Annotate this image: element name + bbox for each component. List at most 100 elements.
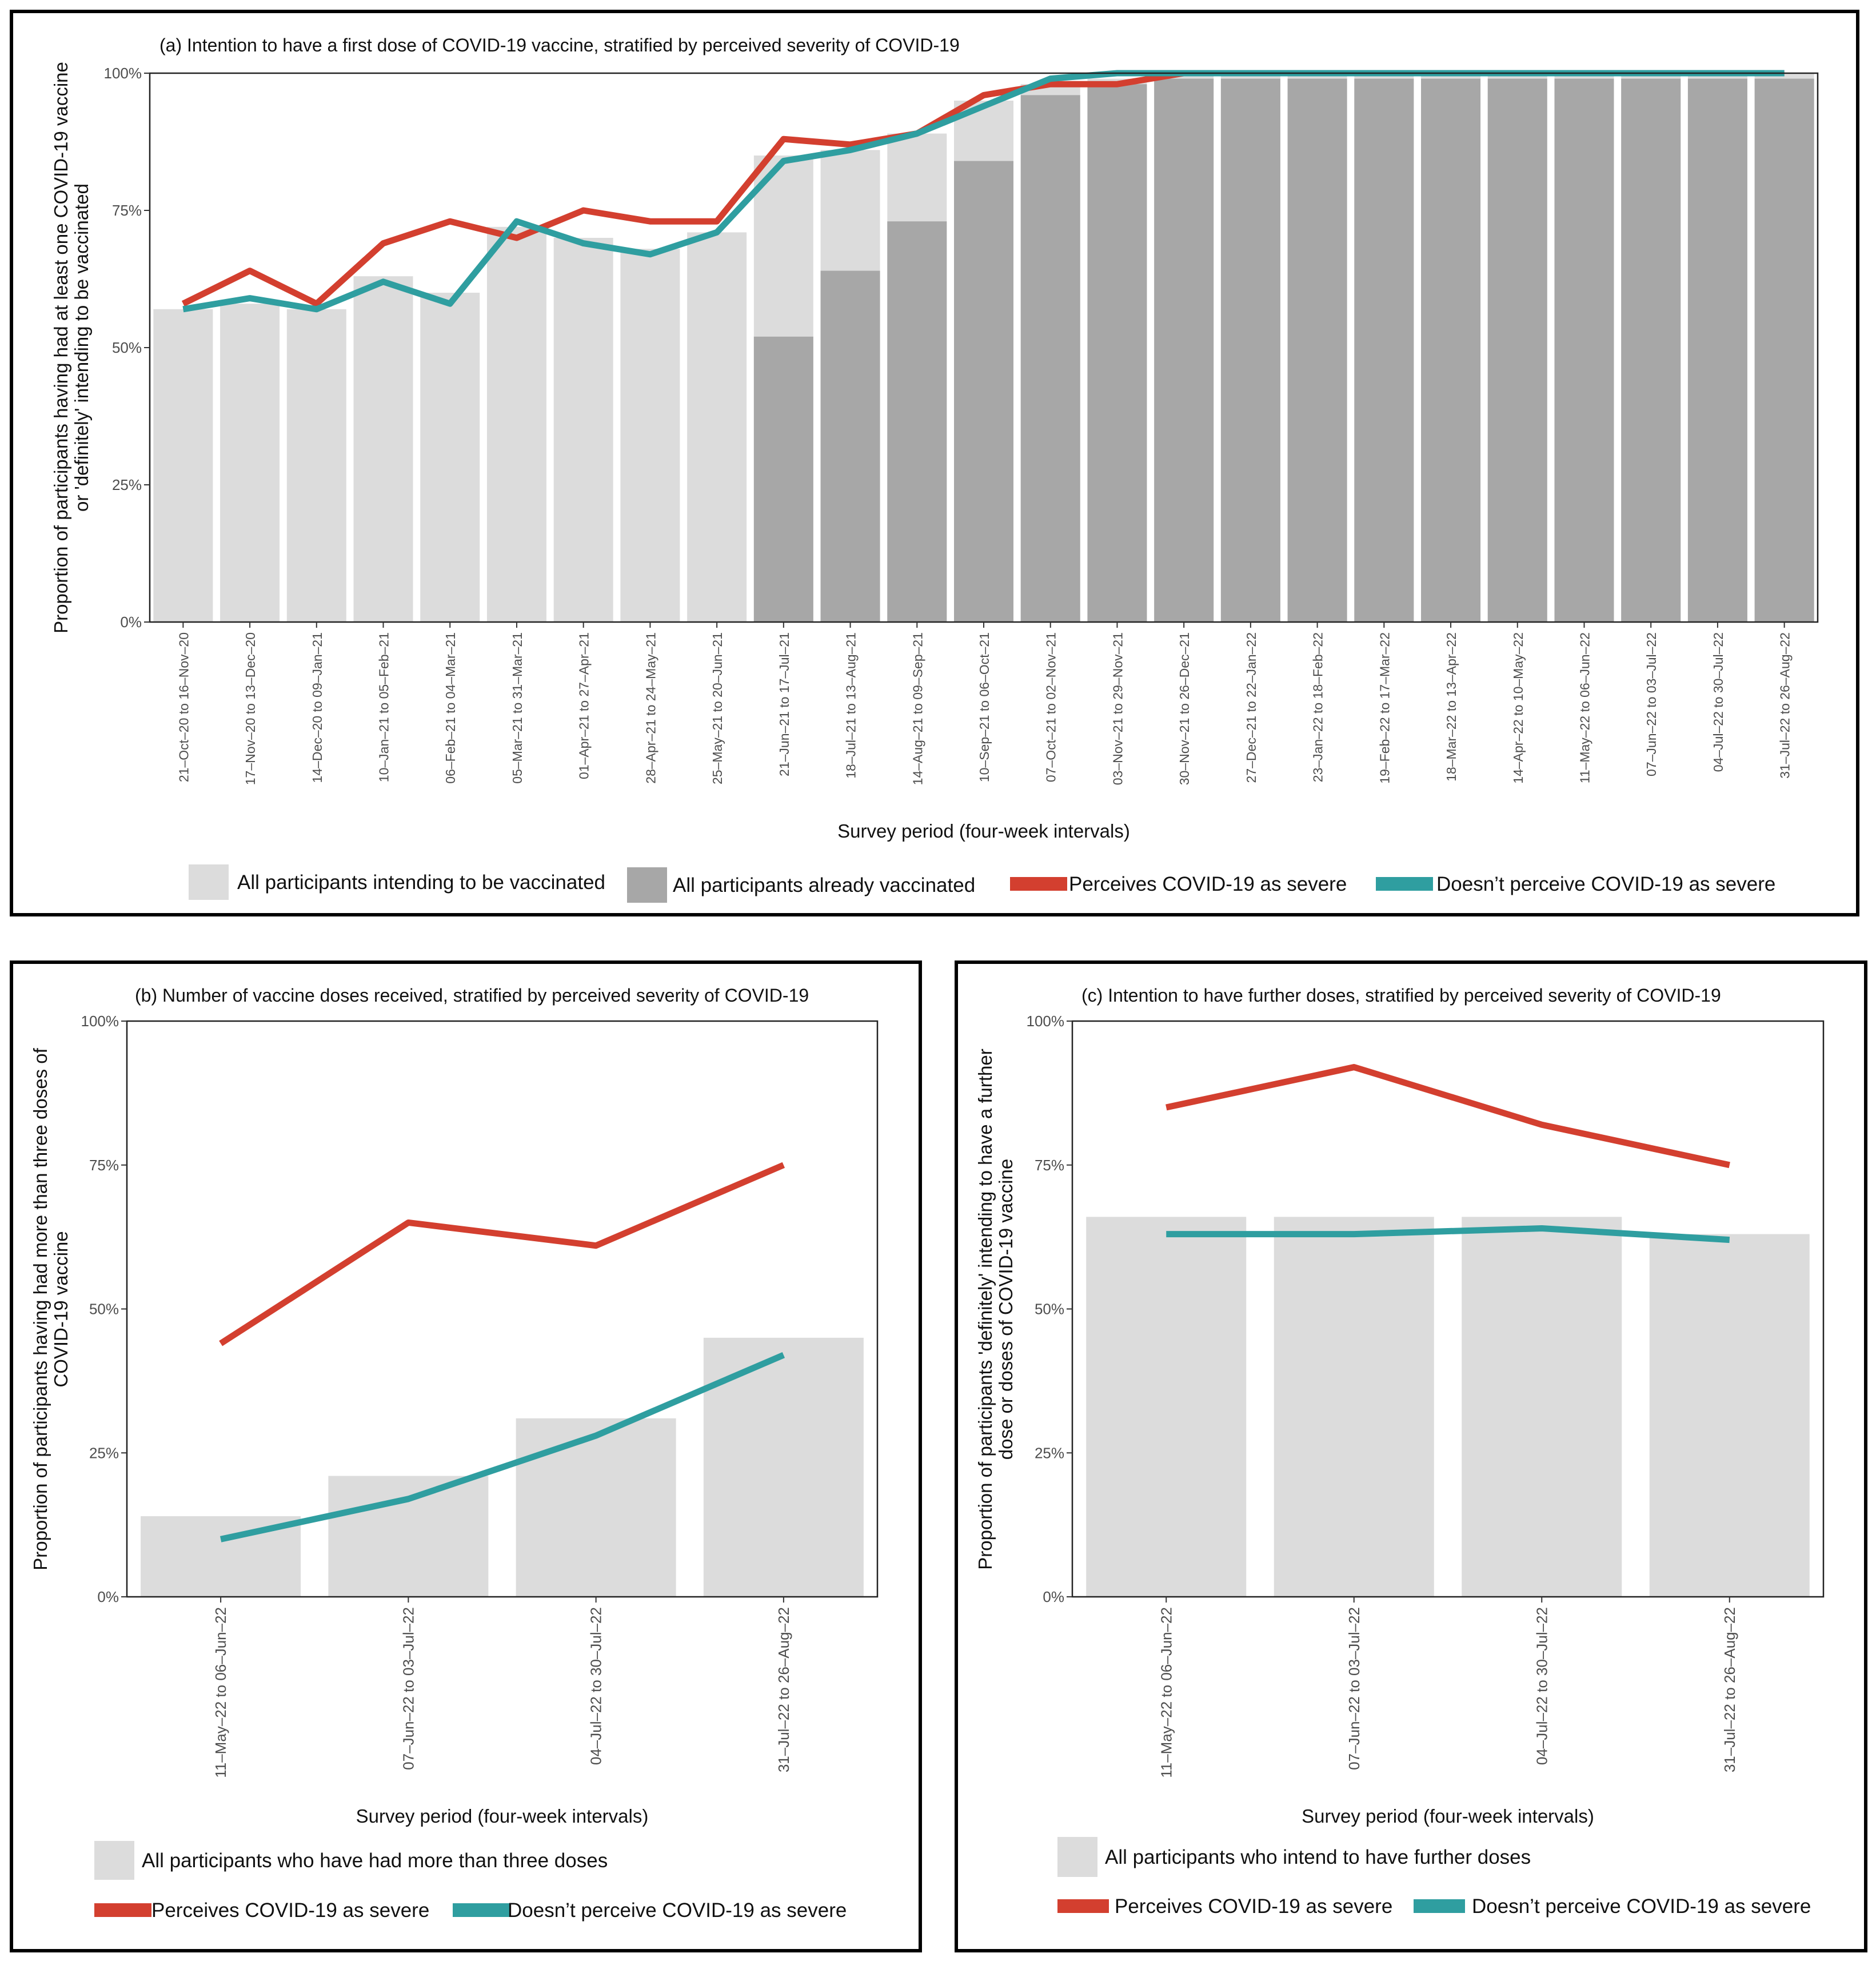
bar-secondary-10 <box>753 336 813 622</box>
legend-label: All participants who intend to have furt… <box>1105 1846 1531 1868</box>
y-tick-label: 0% <box>120 613 142 631</box>
x-tick-label: 17–Nov–20 to 13–Dec–20 <box>243 632 258 785</box>
x-tick-label: 28–Apr–21 to 24–May–21 <box>643 632 658 784</box>
legend-label: Doesn’t perceive COVID-19 as severe <box>508 1899 847 1922</box>
x-tick-label: 31–Jul–22 to 26–Aug–22 <box>775 1607 792 1772</box>
y-axis-title-line: Proportion of participants 'definitely' … <box>975 1049 996 1569</box>
panel-b: (b) Number of vaccine doses received, st… <box>10 960 922 1952</box>
y-tick-label: 0% <box>97 1588 119 1605</box>
legend-label: Doesn’t perceive COVID-19 as severe <box>1436 873 1775 895</box>
chart-title: (a) Intention to have a first dose of CO… <box>159 35 960 55</box>
bar-secondary-13 <box>954 161 1013 623</box>
panel-a: (a) Intention to have a first dose of CO… <box>10 10 1859 916</box>
bar-secondary-23 <box>1621 78 1681 623</box>
bar-primary-2 <box>220 304 280 622</box>
y-tick-label: 50% <box>1035 1301 1064 1318</box>
x-tick-label: 11–May–22 to 06–Jun–22 <box>1577 632 1592 783</box>
bar-primary-9 <box>687 232 747 622</box>
severe-series-line <box>219 1162 785 1346</box>
panel-frame <box>10 960 922 1952</box>
bar-primary-7 <box>553 238 613 622</box>
bar-secondary-18 <box>1287 78 1347 623</box>
y-axis-title-line: Proportion of participants having had at… <box>50 62 71 633</box>
y-axis-title-line: COVID-19 vaccine <box>50 1231 71 1387</box>
legend-swatch-line <box>1414 1899 1465 1913</box>
legend-label: Perceives COVID-19 as severe <box>1069 873 1347 895</box>
chart-title: (c) Intention to have further doses, str… <box>1081 985 1721 1006</box>
y-tick-label: 100% <box>81 1013 119 1030</box>
y-tick-label: 50% <box>89 1301 119 1318</box>
y-axis-title: Proportion of participants 'definitely' … <box>975 1049 1016 1569</box>
bar-secondary-22 <box>1554 78 1614 623</box>
y-tick-label: 100% <box>1027 1013 1065 1030</box>
x-tick-label: 07–Jun–22 to 03–Jul–22 <box>400 1607 417 1770</box>
bar-primary-4 <box>1649 1234 1810 1597</box>
bar-secondary-12 <box>887 221 947 622</box>
bar-primary-5 <box>420 293 480 622</box>
not-severe-series-line <box>1166 1225 1730 1243</box>
x-tick-label: 14–Dec–20 to 09–Jan–21 <box>310 632 325 783</box>
x-tick-label: 14–Apr–22 to 10–May–22 <box>1511 632 1526 784</box>
bar-primary-1 <box>1086 1217 1247 1597</box>
x-tick-label: 31–Jul–22 to 26–Aug–22 <box>1778 632 1793 779</box>
x-tick-label: 04–Jul–22 to 30–Jul–22 <box>588 1607 605 1765</box>
y-axis-title: Proportion of participants having had mo… <box>30 1047 71 1570</box>
bar-secondary-15 <box>1087 84 1147 622</box>
y-tick-label: 0% <box>1043 1588 1064 1605</box>
x-tick-label: 14–Aug–21 to 09–Sep–21 <box>910 632 925 785</box>
severe-series-line <box>1165 1064 1730 1169</box>
bar-secondary-19 <box>1354 78 1414 623</box>
chart-title: (b) Number of vaccine doses received, st… <box>135 985 809 1006</box>
y-tick-label: 75% <box>1035 1157 1064 1174</box>
bar-secondary-21 <box>1487 78 1547 623</box>
legend-label: Perceives COVID-19 as severe <box>151 1899 429 1922</box>
x-tick-label: 30–Nov–21 to 26–Dec–21 <box>1177 632 1192 785</box>
x-tick-label: 25–May–21 to 20–Jun–21 <box>710 632 725 784</box>
legend-swatch-box <box>627 867 667 903</box>
legend-swatch-line <box>1376 877 1433 891</box>
x-tick-label: 21–Oct–20 to 16–Nov–20 <box>176 632 191 782</box>
x-tick-label: 27–Dec–21 to 22–Jan–22 <box>1244 632 1259 783</box>
x-axis-title: Survey period (four-week intervals) <box>1302 1805 1594 1827</box>
bar-primary-3 <box>1462 1217 1622 1597</box>
x-tick-label: 31–Jul–22 to 26–Aug–22 <box>1721 1607 1738 1772</box>
bar-secondary-11 <box>820 270 880 623</box>
y-axis-title: Proportion of participants having had at… <box>50 62 92 633</box>
legend-label: All participants who have had more than … <box>142 1850 608 1872</box>
x-tick-label: 10–Sep–21 to 06–Oct–21 <box>977 632 992 782</box>
bar-secondary-25 <box>1754 78 1814 623</box>
legend-swatch-box <box>94 1841 134 1880</box>
x-tick-label: 06–Feb–21 to 04–Mar–21 <box>443 632 458 784</box>
bar-secondary-16 <box>1154 78 1214 623</box>
x-tick-label: 07–Oct–21 to 02–Nov–21 <box>1044 632 1059 782</box>
bar-primary-2 <box>328 1476 489 1597</box>
x-tick-label: 10–Jan–21 to 05–Feb–21 <box>377 632 392 782</box>
bar-secondary-24 <box>1687 78 1747 623</box>
legend-label: Doesn’t perceive COVID-19 as severe <box>1472 1895 1811 1918</box>
y-tick-label: 75% <box>89 1157 119 1174</box>
x-tick-label: 21–Jun–21 to 17–Jul–21 <box>777 632 792 776</box>
panel-c: (c) Intention to have further doses, str… <box>955 960 1867 1952</box>
legend-swatch-line <box>453 1903 510 1917</box>
legend-swatch-box <box>189 864 229 900</box>
x-tick-label: 07–Jun–22 to 03–Jul–22 <box>1346 1607 1363 1770</box>
not-severe-series-line <box>219 1352 785 1543</box>
y-tick-label: 25% <box>112 476 142 493</box>
y-tick-label: 25% <box>89 1444 119 1461</box>
y-tick-label: 50% <box>112 339 142 356</box>
legend-swatch-line <box>1010 877 1067 891</box>
x-tick-label: 04–Jul–22 to 30–Jul–22 <box>1533 1607 1550 1765</box>
y-axis-title-line: Proportion of participants having had mo… <box>30 1047 51 1570</box>
x-tick-label: 11–May–22 to 06–Jun–22 <box>212 1607 229 1778</box>
x-tick-label: 23–Jan–22 to 18–Feb–22 <box>1311 632 1326 782</box>
x-tick-label: 05–Mar–21 to 31–Mar–21 <box>510 632 525 784</box>
legend-label: All participants already vaccinated <box>673 874 975 896</box>
x-tick-label: 04–Jul–22 to 30–Jul–22 <box>1711 632 1726 772</box>
x-tick-label: 18–Jul–21 to 13–Aug–21 <box>844 632 859 779</box>
bar-secondary-17 <box>1220 78 1280 623</box>
panel-frame <box>10 10 1859 916</box>
x-tick-label: 07–Jun–22 to 03–Jul–22 <box>1644 632 1659 776</box>
bar-primary-2 <box>1274 1217 1434 1597</box>
x-axis-title: Survey period (four-week intervals) <box>837 820 1130 842</box>
y-axis-title-line: dose or doses of COVID-19 vaccine <box>995 1159 1016 1460</box>
